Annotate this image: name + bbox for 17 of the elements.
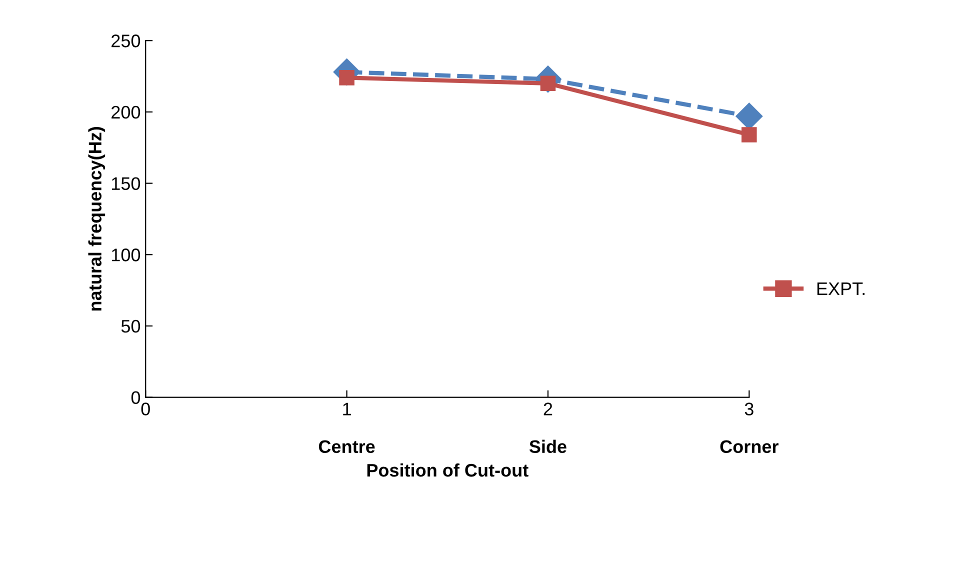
y-tick-label: 150 — [112, 177, 140, 190]
text: Centre — [318, 440, 375, 454]
x-axis-title: Position of Cut-out — [367, 463, 528, 477]
legend-label: EXPT. — [817, 282, 864, 295]
text: Side — [529, 440, 566, 454]
y-tick-label: 250 — [112, 34, 140, 48]
y-tick-label: 200 — [112, 106, 140, 119]
x-tick-label: 3 — [744, 402, 754, 416]
y-tick-label: 0 — [131, 391, 140, 404]
x-tick-label: 2 — [544, 402, 552, 416]
y-tick-label: 50 — [121, 320, 140, 333]
point — [742, 127, 757, 142]
x-tick-label: 1 — [343, 402, 351, 416]
y-tick-label: 100 — [112, 248, 140, 262]
text: Corner — [720, 440, 778, 454]
y-axis-title: natural frequency(Hz) — [88, 127, 106, 311]
x-tick-label: 0 — [141, 402, 150, 416]
